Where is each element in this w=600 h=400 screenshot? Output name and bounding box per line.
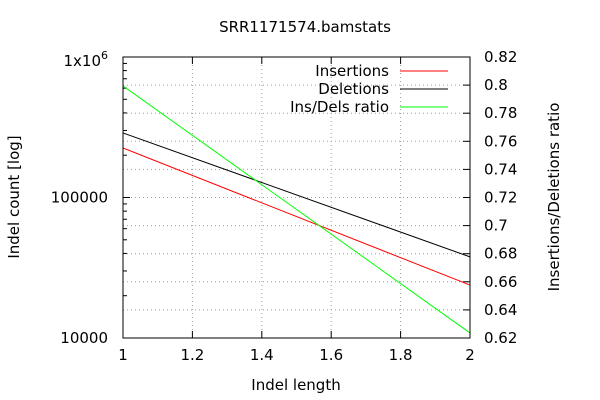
x-tick-label: 1.8 [389,346,413,364]
y-tick-label: 100000 [51,189,108,207]
y2-tick-label: 0.7 [484,217,508,235]
plot-border [122,56,471,339]
y2-tick-label: 0.72 [484,189,517,207]
series-line-insertions [122,147,471,286]
y2-tick-label: 0.62 [484,329,517,347]
grid [123,57,470,338]
y-tick-label: 10000 [60,329,108,347]
y2-tick-label: 0.74 [484,160,517,178]
series-lines [122,85,471,334]
y2-tick-label: 0.76 [484,132,517,150]
chart-title: SRR1171574.bamstats [219,18,391,36]
legend-label: Ins/Dels ratio [290,98,389,116]
y2-tick-label: 0.82 [484,48,517,66]
series-line-deletions [122,132,471,258]
x-tick-label: 2 [465,346,475,364]
ticks: 1 1.2 1.4 1.6 1.8 2 10000 100000 0.62 0.64 0.66 0.6… [51,48,518,364]
x-tick-label: 1.6 [319,346,343,364]
series-line-ins-dels-ratio [122,85,471,334]
y2-tick-label: 0.8 [484,76,508,94]
y-tick-label-top: 1x106 [63,49,108,70]
y2-tick-label: 0.66 [484,273,517,291]
legend-label: Deletions [318,80,389,98]
y2-tick-label: 0.78 [484,104,517,122]
y2-tick-label: 0.68 [484,245,517,263]
x-tick-label: 1.4 [250,346,274,364]
x-tick-label: 1 [118,346,128,364]
x-tick-label: 1.2 [180,346,204,364]
x-axis-label: Indel length [251,376,340,394]
y2-tick-label: 0.64 [484,301,517,319]
legend-label: Insertions [315,62,389,80]
y-axis-label: Indel count [log] [5,135,23,258]
y2-axis-label: Insertions/Deletions ratio [545,103,563,292]
